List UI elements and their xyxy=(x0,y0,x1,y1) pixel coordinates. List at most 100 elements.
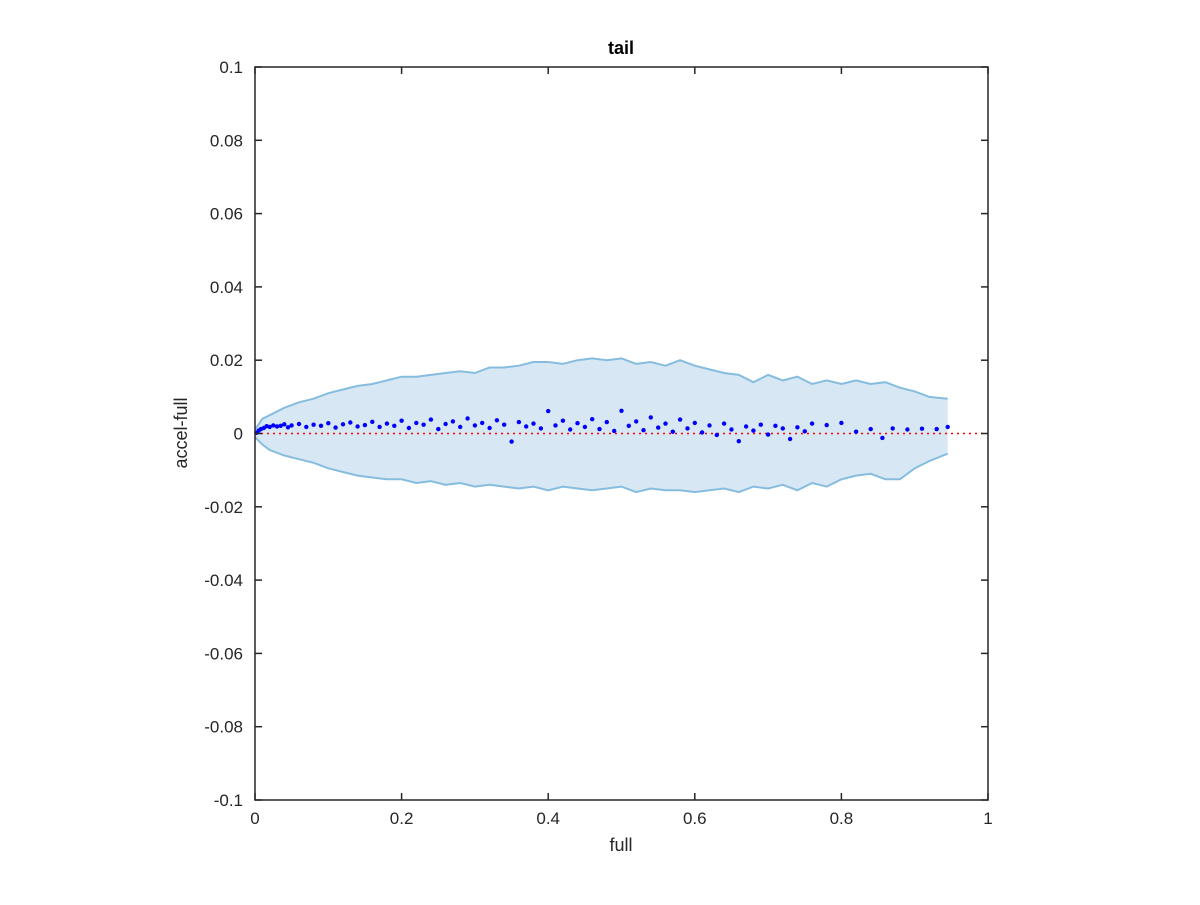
x-tick-label: 0 xyxy=(250,809,259,828)
y-tick-label: -0.02 xyxy=(204,498,243,517)
data-point xyxy=(384,421,390,426)
y-tick-label: 0.06 xyxy=(210,205,243,224)
data-point xyxy=(663,421,668,426)
data-point xyxy=(414,420,419,426)
data-point xyxy=(568,427,573,432)
data-point xyxy=(274,424,280,429)
data-point xyxy=(436,426,441,432)
data-point xyxy=(509,439,514,444)
band-upper-edge xyxy=(254,357,948,431)
data-point xyxy=(472,423,478,428)
x-tick-label: 0.8 xyxy=(830,809,854,828)
data-point xyxy=(780,426,785,431)
y-tick-label: -0.06 xyxy=(204,644,243,663)
data-point xyxy=(641,428,646,433)
data-point xyxy=(494,418,500,423)
data-point xyxy=(546,408,551,414)
data-point xyxy=(582,424,588,430)
data-point xyxy=(809,421,815,426)
data-point xyxy=(348,420,353,425)
data-point xyxy=(890,426,895,431)
data-point xyxy=(487,425,492,431)
data-point xyxy=(839,420,844,426)
data-point xyxy=(406,425,412,431)
data-point xyxy=(714,432,719,438)
confidence-band-fill xyxy=(255,358,948,493)
data-point xyxy=(538,426,544,431)
data-point xyxy=(758,422,763,427)
data-point xyxy=(626,423,631,428)
data-point xyxy=(362,422,368,428)
data-point xyxy=(285,425,291,430)
confidence-band-layer xyxy=(254,357,949,494)
data-point xyxy=(729,427,734,432)
data-point xyxy=(392,423,397,428)
data-point xyxy=(685,426,690,431)
data-point xyxy=(282,422,287,427)
data-points-layer xyxy=(254,408,950,444)
x-tick-label: 1 xyxy=(983,809,992,828)
data-point xyxy=(795,425,800,430)
data-point xyxy=(787,436,793,442)
data-point xyxy=(736,439,741,444)
data-point xyxy=(340,422,346,427)
data-point xyxy=(311,422,316,427)
x-tick-label: 0.4 xyxy=(536,809,560,828)
data-point xyxy=(934,426,939,432)
data-point xyxy=(267,424,272,430)
data-point xyxy=(743,424,749,429)
y-tick-label: 0.08 xyxy=(210,131,243,150)
data-point xyxy=(480,420,485,426)
data-point xyxy=(318,423,324,428)
data-point xyxy=(919,426,925,431)
data-point xyxy=(868,426,873,432)
y-tick-label: 0.1 xyxy=(219,58,243,77)
data-point xyxy=(656,425,661,430)
data-point xyxy=(502,422,507,427)
x-tick-label: 0.6 xyxy=(683,809,707,828)
data-point xyxy=(634,419,639,424)
data-point xyxy=(677,417,683,422)
data-point xyxy=(370,419,375,424)
data-point xyxy=(560,418,566,423)
data-point xyxy=(751,428,756,433)
data-point xyxy=(553,423,558,428)
x-tick-label: 0.2 xyxy=(390,809,414,828)
data-point xyxy=(905,427,910,432)
data-point xyxy=(516,419,522,425)
data-point xyxy=(377,424,382,430)
data-point xyxy=(531,421,536,426)
data-point xyxy=(699,430,705,435)
data-point xyxy=(604,419,609,425)
data-point xyxy=(824,422,829,428)
data-point xyxy=(773,423,778,428)
band-lower-edge xyxy=(254,436,949,494)
data-point xyxy=(619,408,624,413)
x-axis-title: full xyxy=(609,835,632,855)
data-point xyxy=(590,417,595,422)
data-point xyxy=(692,420,697,426)
data-point xyxy=(443,421,448,427)
y-tick-label: -0.08 xyxy=(204,718,243,737)
data-point xyxy=(428,417,434,422)
y-axis-title: accel-full xyxy=(171,397,191,468)
data-point xyxy=(612,428,617,434)
data-point xyxy=(458,424,463,430)
axes-layer xyxy=(254,66,989,801)
data-point xyxy=(465,416,470,421)
y-tick-label: 0.02 xyxy=(210,351,243,370)
chart-title: tail xyxy=(608,38,634,58)
data-point xyxy=(880,435,885,441)
tick-labels-layer: 0 0.2 0.4 0.6 0.8 1 0.1 0.08 0.06 0.04 0.02 0 -0.02 -… xyxy=(204,58,992,828)
data-point xyxy=(575,421,580,426)
data-point xyxy=(271,423,276,428)
data-point xyxy=(289,423,294,428)
data-point xyxy=(707,423,712,428)
data-point xyxy=(945,424,950,430)
data-point xyxy=(853,429,859,434)
data-point xyxy=(721,421,727,426)
data-point xyxy=(597,426,602,432)
data-point xyxy=(802,429,807,434)
